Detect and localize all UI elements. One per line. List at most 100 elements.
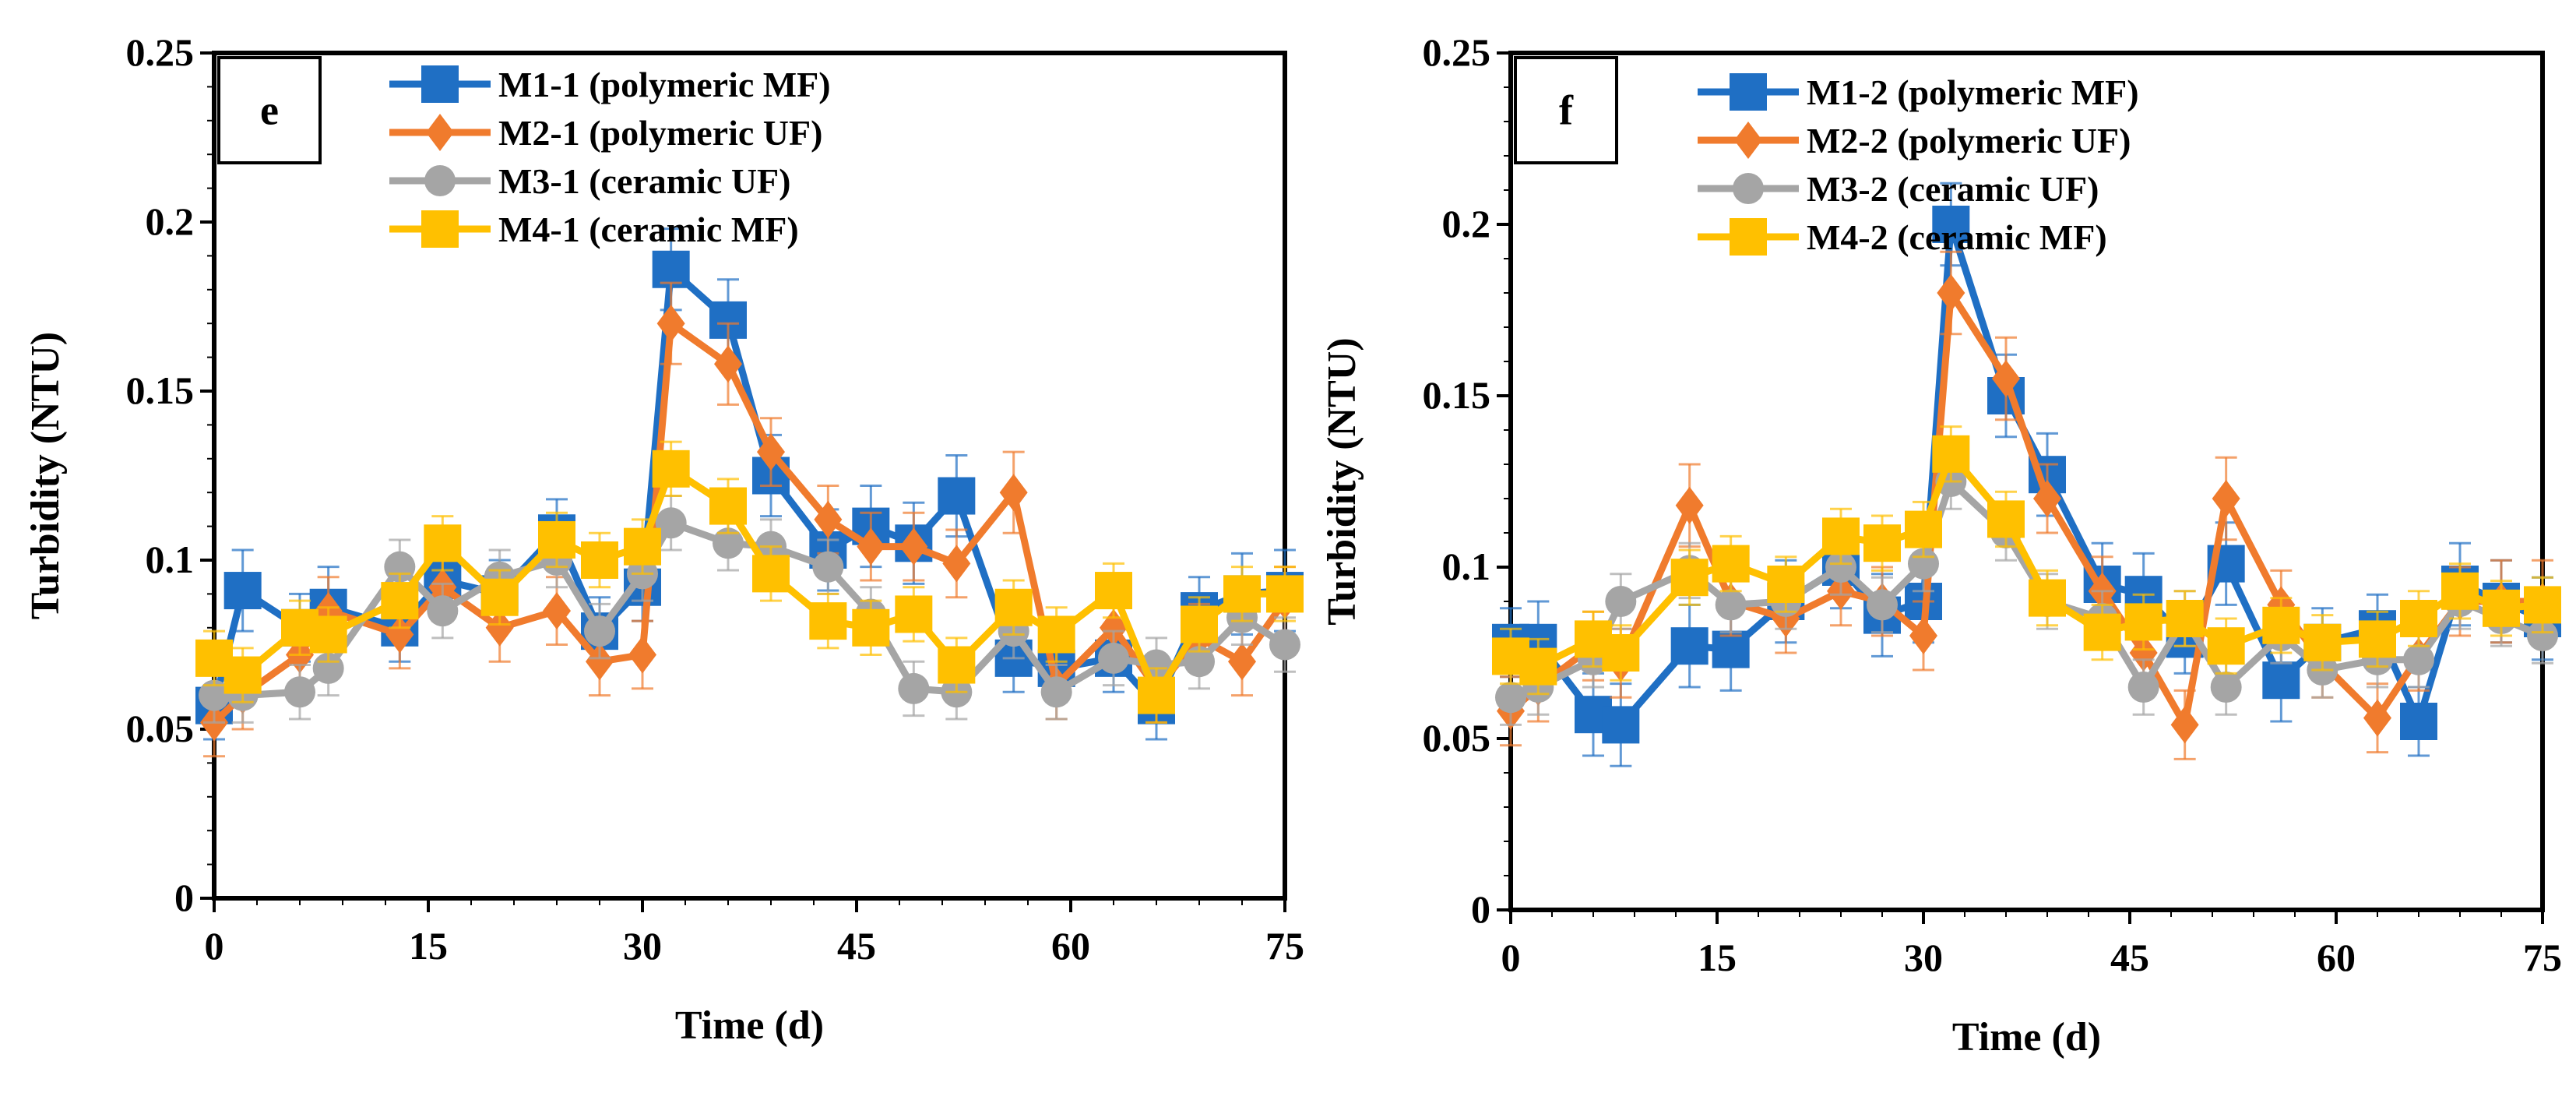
legend-marker (1730, 73, 1767, 111)
data-point (1519, 647, 1557, 686)
legend: M1-2 (polymeric MF) M2-2 (polymeric UF) M3… (1698, 72, 2139, 257)
data-point (1605, 586, 1637, 617)
data-point (1675, 486, 1704, 524)
x-tick-label: 75 (2523, 936, 2562, 979)
legend-label: M2-2 (polymeric UF) (1807, 121, 2131, 160)
data-point (942, 545, 971, 583)
data-point (543, 592, 571, 630)
data-point (938, 477, 976, 515)
data-point (586, 643, 614, 681)
data-point (1867, 589, 1898, 621)
data-point (2400, 703, 2437, 740)
x-tick-label: 60 (1051, 924, 1090, 968)
x-tick-label: 0 (205, 924, 224, 968)
y-tick-label: 0.25 (126, 30, 195, 74)
data-point (2212, 480, 2240, 517)
data-point (812, 551, 844, 583)
data-point (2210, 672, 2242, 703)
y-axis-title: Turbidity (NTU) (1320, 337, 1364, 625)
data-point (2127, 672, 2159, 703)
plot-frame (1508, 51, 2545, 912)
data-point (2527, 620, 2558, 651)
x-tick-label: 60 (2317, 936, 2356, 979)
data-point (1602, 706, 1640, 744)
data-point (714, 345, 742, 383)
data-point (713, 527, 744, 559)
data-point (1937, 274, 1965, 312)
data-point (1184, 646, 1215, 678)
data-point (2262, 661, 2300, 700)
data-point (284, 676, 315, 708)
data-point (309, 615, 347, 654)
y-tick-label: 0 (1471, 887, 1490, 931)
data-point (1863, 524, 1901, 562)
data-point (2124, 603, 2163, 641)
data-point (938, 646, 976, 684)
data-point (1266, 575, 1304, 613)
y-tick-label: 0 (174, 876, 194, 919)
data-point (1098, 642, 1129, 674)
data-point (852, 608, 890, 647)
data-point (1670, 627, 1709, 665)
data-point (1712, 545, 1750, 583)
series-3 (199, 495, 1300, 724)
y-tick-label: 0.15 (1423, 373, 1491, 417)
data-point (2170, 706, 2199, 744)
data-point (1715, 589, 1747, 621)
legend-marker (424, 165, 456, 196)
data-point (857, 527, 885, 566)
series-line (211, 319, 1288, 725)
y-tick-label: 0.2 (146, 199, 195, 243)
series-4 (195, 440, 1304, 724)
data-point (1825, 552, 1856, 583)
data-point (2400, 600, 2437, 637)
data-point (1228, 643, 1256, 681)
data-point (999, 474, 1028, 512)
y-tick-label: 0.25 (1423, 30, 1491, 74)
data-point (2363, 699, 2391, 737)
data-point (2129, 634, 2158, 672)
data-point (2359, 620, 2396, 658)
data-point (2524, 586, 2561, 624)
data-point (2083, 613, 2121, 651)
x-tick-label: 45 (2110, 936, 2149, 979)
data-point (1602, 634, 1640, 672)
data-point (1269, 629, 1300, 661)
data-point (223, 656, 262, 694)
panel-label-box (1514, 56, 1618, 164)
x-axis-title: Time (d) (1952, 1015, 2101, 1059)
legend-label: M1-2 (polymeric MF) (1807, 72, 2139, 112)
data-point (1223, 575, 1261, 613)
data-point (538, 520, 575, 559)
data-point (1822, 517, 1860, 555)
plot-frame (212, 51, 1287, 901)
legend-marker (426, 114, 454, 151)
legend-marker (1734, 122, 1762, 159)
legend-label: M3-1 (ceramic UF) (498, 161, 790, 201)
legend-label: M2-1 (polymeric UF) (498, 113, 822, 153)
y-tick-label: 0.05 (126, 707, 195, 750)
data-point (1712, 630, 1750, 668)
legend-marker (421, 210, 459, 248)
data-point (628, 636, 656, 674)
x-tick-label: 30 (1904, 936, 1943, 979)
data-point (652, 450, 690, 488)
chart-panel-f: f 0 0.05 0.1 0.15 0.2 0.25 0 15 30 45 60 75 Time (d) T… (1320, 30, 2562, 1059)
y-axis-title: Turbidity (NTU) (23, 332, 68, 619)
data-point (199, 679, 230, 711)
data-point (895, 595, 933, 633)
data-point (584, 615, 615, 647)
data-point (381, 582, 419, 620)
x-tick-label: 75 (1265, 924, 1304, 968)
x-tick-label: 0 (1501, 936, 1521, 979)
data-point (655, 507, 687, 539)
data-point (2303, 623, 2342, 661)
data-point (1905, 510, 1942, 548)
data-point (2207, 627, 2245, 665)
series-4 (1492, 425, 2561, 696)
panel-label: e (260, 87, 279, 134)
data-point (898, 672, 930, 704)
data-point (1909, 617, 1937, 654)
data-point (1932, 435, 1970, 473)
data-point (2029, 579, 2066, 617)
